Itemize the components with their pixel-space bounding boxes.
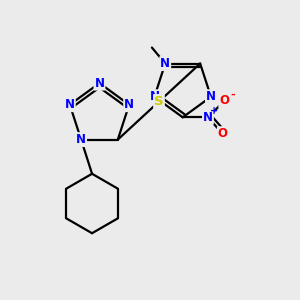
Text: N: N bbox=[149, 90, 159, 103]
Text: +: + bbox=[210, 106, 219, 116]
Text: N: N bbox=[94, 76, 104, 90]
Text: N: N bbox=[203, 111, 213, 124]
Text: O: O bbox=[219, 94, 229, 107]
Text: O: O bbox=[218, 127, 228, 140]
Text: N: N bbox=[206, 90, 216, 103]
Text: N: N bbox=[65, 98, 75, 111]
Text: -: - bbox=[230, 89, 235, 99]
Text: S: S bbox=[154, 95, 164, 108]
Text: N: N bbox=[160, 57, 170, 70]
Text: N: N bbox=[124, 98, 134, 111]
Text: N: N bbox=[76, 133, 86, 146]
